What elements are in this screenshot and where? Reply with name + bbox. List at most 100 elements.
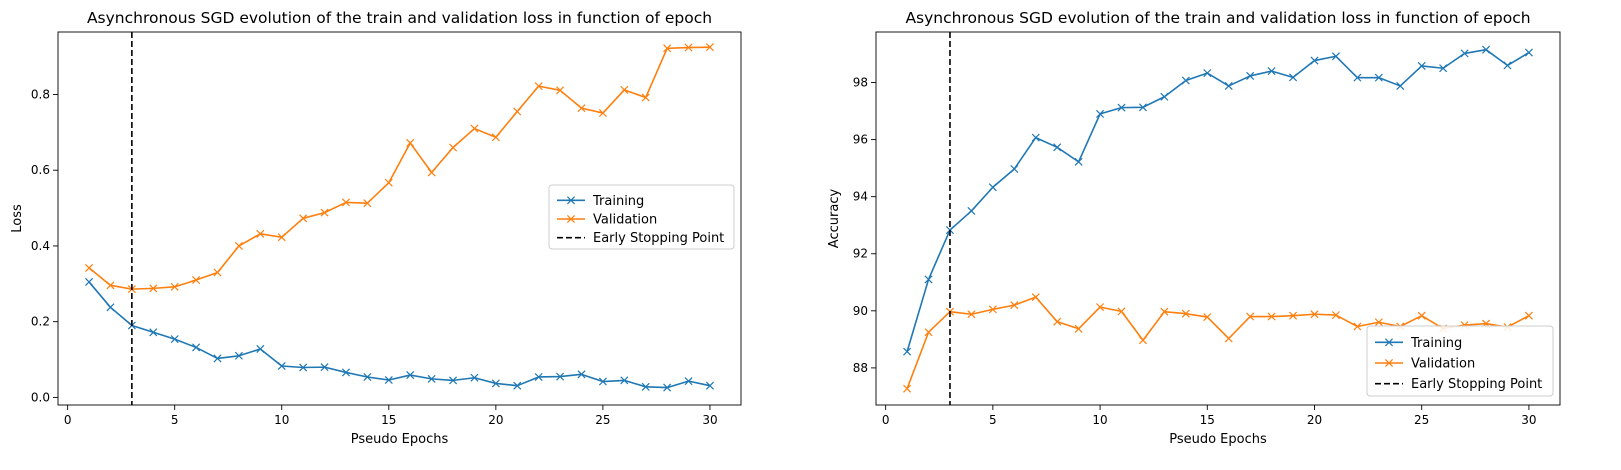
x-tick-label: 5 [171,413,179,427]
data-point-validation [491,133,500,142]
data-point-training [1267,67,1276,76]
legend-label: Training [592,194,644,209]
data-point-validation [577,104,586,113]
x-tick-label: 15 [381,413,396,427]
data-point-training [663,383,672,392]
legend-label: Validation [593,213,657,228]
data-point-training [577,370,586,379]
data-point-validation [967,310,976,319]
y-tick-label: 94 [853,190,868,204]
data-point-validation [620,85,629,94]
data-point-training [299,363,308,372]
data-point-training [684,377,693,386]
data-point-validation [1310,310,1319,319]
data-point-validation [598,109,607,118]
data-point-validation [684,43,693,52]
data-point-training [1503,61,1512,70]
data-point-validation [1246,312,1255,321]
data-point-validation [1331,311,1340,320]
data-point-training [1031,133,1040,142]
data-point-validation [1053,317,1062,326]
data-point-training [967,206,976,215]
data-point-validation [1074,324,1083,333]
data-point-training [1117,103,1126,112]
data-point-training [470,373,479,382]
data-point-validation [149,284,158,293]
data-point-validation [427,168,436,177]
data-point-training [1482,45,1491,54]
data-point-training [1524,48,1533,57]
data-point-training [1010,164,1019,174]
chart-1: Asynchronous SGD evolution of the train … [10,9,742,447]
data-point-validation [903,384,912,393]
x-axis-label: Pseudo Epochs [1169,432,1267,447]
y-tick-label: 0.8 [31,87,50,101]
data-point-training [256,344,265,353]
data-point-validation [170,282,179,291]
data-point-training [534,372,543,382]
data-point-training [513,381,522,390]
data-point-training [1439,64,1448,73]
x-tick-label: 0 [64,413,72,427]
data-point-validation [513,107,522,116]
data-point-training [1353,73,1362,82]
x-axis-label: Pseudo Epochs [351,432,449,447]
data-point-training [1417,61,1426,70]
data-point-training [1074,157,1083,166]
data-point-training [924,275,933,284]
y-axis-label: Accuracy [827,189,842,249]
legend-marker [1384,338,1394,347]
x-tick-label: 0 [882,413,890,427]
y-tick-label: 90 [853,304,868,318]
data-point-validation [641,93,650,102]
data-point-training [106,303,115,312]
legend-box [1366,325,1554,397]
data-point-training [341,368,350,377]
y-tick-label: 88 [853,361,868,375]
chart-title: Asynchronous SGD evolution of the train … [905,9,1530,27]
legend-marker [566,214,576,224]
data-point-training [1374,73,1383,82]
data-point-training [1331,52,1340,61]
data-point-training [903,347,912,356]
y-tick-label: 92 [853,247,868,261]
data-point-validation [1138,336,1147,345]
data-point-validation [85,263,94,272]
data-point-validation [470,124,479,133]
data-point-validation [299,214,308,223]
data-point-validation [1267,312,1276,321]
x-tick-label: 25 [1414,413,1429,427]
x-tick-label: 10 [1092,413,1107,427]
y-tick-label: 96 [853,133,868,147]
series-line-validation [88,46,710,290]
data-point-validation [1374,318,1383,327]
legend-label: Validation [1411,357,1475,372]
data-point-validation [1353,322,1362,331]
x-tick-label: 20 [1307,413,1322,427]
data-point-training [988,183,997,192]
chart-2: Asynchronous SGD evolution of the train … [827,9,1561,447]
data-point-validation [1289,311,1298,320]
data-point-validation [1181,309,1190,318]
data-point-validation [1203,313,1212,322]
data-point-validation [363,199,372,208]
x-tick-label: 10 [274,413,289,427]
data-point-validation [1031,293,1040,302]
y-axis-label: Loss [10,204,25,233]
data-point-validation [384,178,393,187]
legend-label: Early Stopping Point [1411,377,1542,392]
data-point-validation [320,208,329,217]
axes-frame [57,31,742,406]
x-tick-label: 5 [989,413,997,427]
axes-frame [875,31,1561,406]
data-point-training [641,382,650,391]
y-tick-label: 0.4 [31,239,50,253]
data-point-training [1289,73,1298,82]
legend: Training Validation Early Stopping Point [548,184,735,250]
data-point-validation [1417,311,1426,320]
x-tick-label: 15 [1200,413,1215,427]
data-point-validation [406,138,415,147]
data-point-training [234,351,243,360]
chart-title: Asynchronous SGD evolution of the train … [87,9,712,27]
